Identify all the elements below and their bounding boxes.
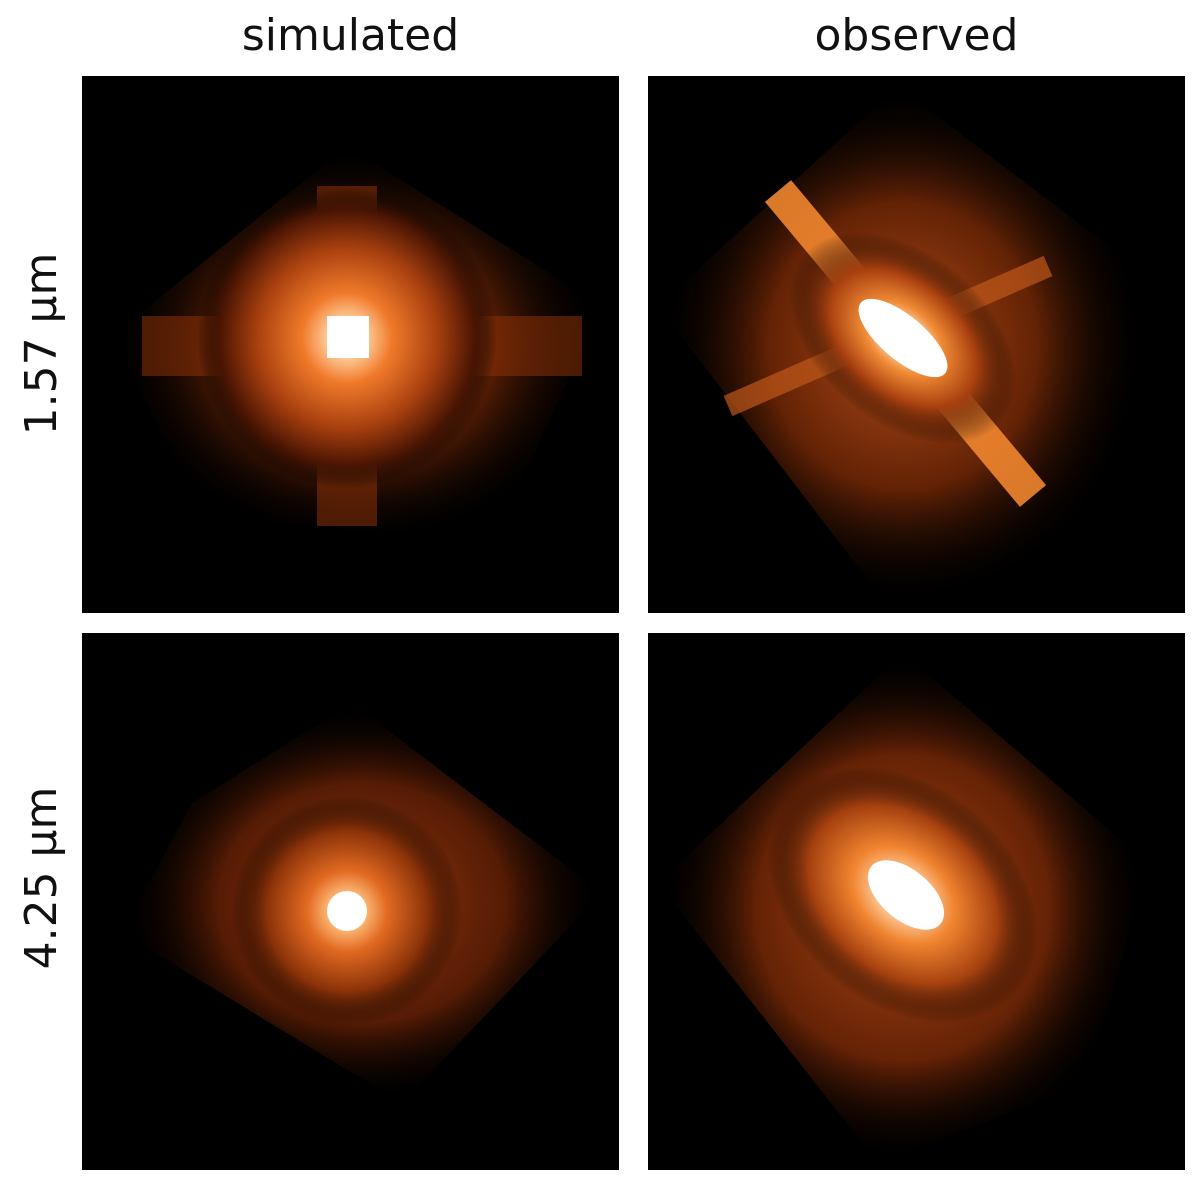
row-label-1-57-um: 1.57 µm xyxy=(16,252,67,436)
simulated-4-25-image xyxy=(122,703,602,1103)
column-label-observed: observed xyxy=(814,10,1019,61)
row-label-4-25-um: 4.25 µm xyxy=(16,786,67,970)
simulated-1-57-image xyxy=(112,146,602,546)
observed-1-57-image xyxy=(658,86,1148,606)
panel-simulated-1-57 xyxy=(82,76,619,613)
column-label-simulated: simulated xyxy=(241,10,460,61)
observed-4-25-image xyxy=(658,653,1148,1163)
panel-simulated-4-25 xyxy=(82,633,619,1170)
panel-observed-1-57 xyxy=(648,76,1185,613)
panel-observed-4-25 xyxy=(648,633,1185,1170)
